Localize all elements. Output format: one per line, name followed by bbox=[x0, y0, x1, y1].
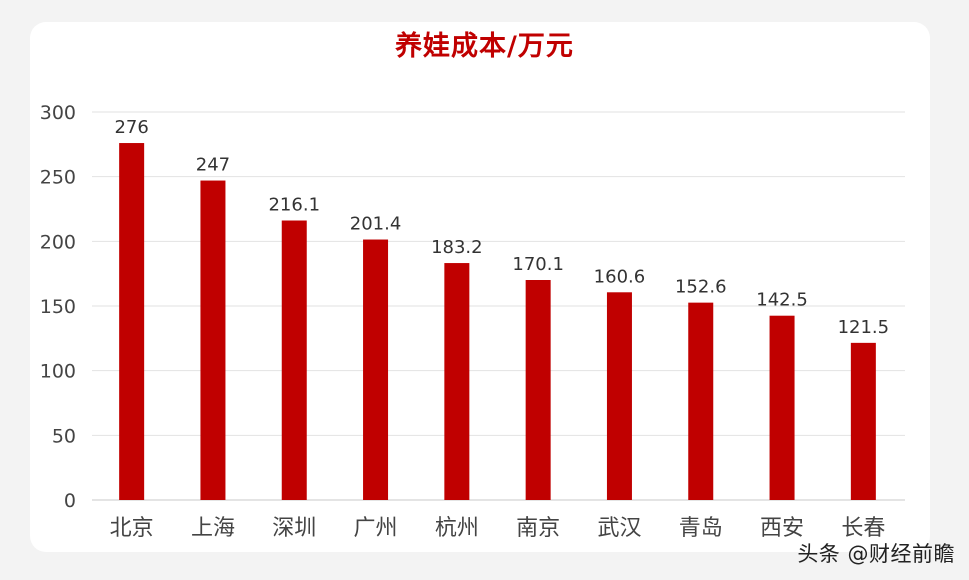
bar bbox=[688, 302, 714, 500]
x-tick-label: 青岛 bbox=[679, 516, 723, 541]
y-tick-label: 50 bbox=[52, 425, 76, 447]
data-label: 183.2 bbox=[431, 237, 483, 258]
x-tick-label: 广州 bbox=[354, 516, 398, 541]
y-tick-label: 200 bbox=[40, 231, 76, 253]
watermark-text: 头条 @财经前瞻 bbox=[797, 542, 955, 566]
chart-title: 养娃成本/万元 bbox=[395, 31, 574, 62]
x-tick-label: 南京 bbox=[516, 516, 560, 541]
bar bbox=[363, 239, 389, 501]
x-tick-label: 西安 bbox=[760, 516, 804, 541]
x-tick-label: 深圳 bbox=[272, 516, 316, 541]
bar bbox=[200, 180, 226, 500]
y-tick-label: 150 bbox=[40, 296, 76, 318]
x-tick-label: 杭州 bbox=[435, 516, 479, 541]
bar bbox=[769, 315, 795, 500]
data-label: 216.1 bbox=[268, 195, 320, 216]
bar bbox=[525, 280, 551, 500]
data-label: 170.1 bbox=[512, 254, 564, 275]
y-tick-label: 0 bbox=[64, 490, 76, 512]
bar bbox=[281, 220, 307, 500]
data-label: 160.6 bbox=[594, 266, 646, 287]
x-tick-label: 武汉 bbox=[597, 516, 641, 541]
bar bbox=[850, 342, 876, 500]
bar bbox=[606, 292, 632, 500]
x-tick-label: 北京 bbox=[110, 516, 154, 541]
x-tick-label: 上海 bbox=[191, 516, 235, 541]
bar bbox=[119, 143, 145, 501]
y-tick-label: 250 bbox=[40, 167, 76, 189]
data-label: 121.5 bbox=[838, 317, 890, 338]
data-label: 152.6 bbox=[675, 277, 727, 298]
data-label: 142.5 bbox=[756, 290, 808, 311]
x-tick-label: 长春 bbox=[841, 516, 885, 541]
y-tick-label: 100 bbox=[40, 361, 76, 383]
data-label: 201.4 bbox=[350, 214, 402, 235]
data-label: 247 bbox=[196, 155, 230, 176]
y-tick-label: 300 bbox=[40, 102, 76, 124]
data-label: 276 bbox=[114, 117, 148, 138]
bar bbox=[444, 263, 470, 500]
